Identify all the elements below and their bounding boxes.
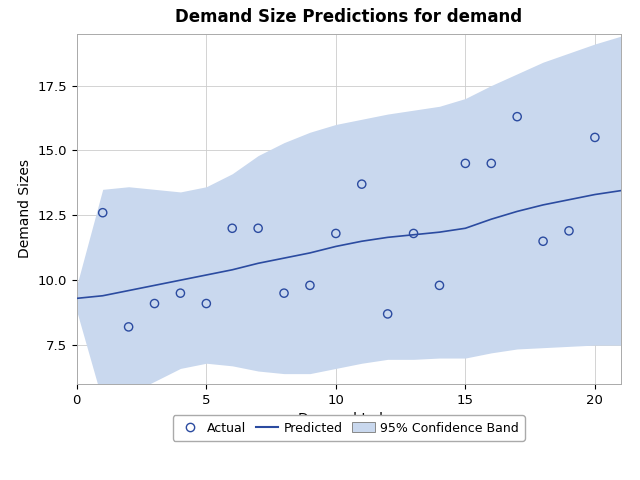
Point xyxy=(149,300,159,307)
Point xyxy=(305,282,315,289)
Point xyxy=(486,159,497,167)
Point xyxy=(590,133,600,141)
Point xyxy=(124,323,134,331)
Point xyxy=(564,227,574,235)
Y-axis label: Demand Sizes: Demand Sizes xyxy=(18,159,32,258)
Point xyxy=(538,238,548,245)
Point xyxy=(408,229,419,237)
X-axis label: Demand Index: Demand Index xyxy=(298,412,399,426)
Point xyxy=(331,229,341,237)
Point xyxy=(227,225,237,232)
Legend: Actual, Predicted, 95% Confidence Band: Actual, Predicted, 95% Confidence Band xyxy=(173,415,525,441)
Point xyxy=(383,310,393,318)
Point xyxy=(97,209,108,216)
Point xyxy=(435,282,445,289)
Point xyxy=(279,289,289,297)
Point xyxy=(253,225,263,232)
Title: Demand Size Predictions for demand: Demand Size Predictions for demand xyxy=(175,9,522,26)
Point xyxy=(175,289,186,297)
Point xyxy=(201,300,211,307)
Point xyxy=(512,113,522,120)
Point xyxy=(460,159,470,167)
Point xyxy=(356,180,367,188)
